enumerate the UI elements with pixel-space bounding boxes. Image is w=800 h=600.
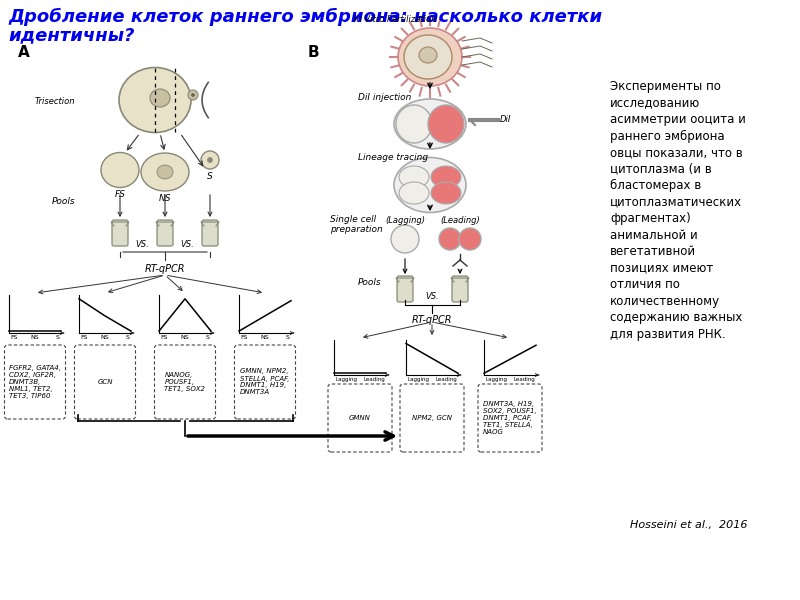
Text: Lineage tracing: Lineage tracing — [358, 153, 428, 162]
Text: RT-qPCR: RT-qPCR — [412, 315, 452, 325]
Text: S: S — [126, 335, 130, 340]
Text: Pools: Pools — [358, 278, 382, 287]
FancyBboxPatch shape — [202, 220, 218, 246]
Text: (Leading): (Leading) — [440, 216, 480, 225]
Text: DNMT3A, H19,
SOX2, POUSF1,
DNMT1, PCAF,
TET1, STELLA,
NAOG: DNMT3A, H19, SOX2, POUSF1, DNMT1, PCAF, … — [483, 401, 537, 435]
Text: Single cell
preparation: Single cell preparation — [330, 215, 382, 235]
Text: S: S — [56, 335, 60, 340]
Text: NS: NS — [261, 335, 270, 340]
Text: NS: NS — [30, 335, 39, 340]
Text: Hosseini et al.,  2016: Hosseini et al., 2016 — [630, 520, 747, 530]
FancyBboxPatch shape — [234, 345, 295, 419]
FancyBboxPatch shape — [452, 276, 468, 302]
FancyBboxPatch shape — [74, 345, 135, 419]
FancyBboxPatch shape — [157, 220, 173, 246]
Text: Leading: Leading — [514, 377, 535, 382]
Ellipse shape — [201, 151, 219, 169]
Ellipse shape — [207, 157, 213, 163]
Ellipse shape — [428, 105, 464, 143]
Text: FS: FS — [160, 335, 167, 340]
Ellipse shape — [391, 225, 419, 253]
Text: GMNN: GMNN — [349, 415, 371, 421]
Text: S: S — [286, 335, 290, 340]
FancyBboxPatch shape — [397, 276, 413, 302]
Text: Pools: Pools — [51, 196, 75, 205]
Text: (Lagging): (Lagging) — [385, 216, 425, 225]
Ellipse shape — [399, 182, 429, 204]
Ellipse shape — [394, 99, 466, 149]
Text: GCN: GCN — [98, 379, 113, 385]
Ellipse shape — [399, 166, 429, 188]
Text: Дробление клеток раннего эмбриона: насколько клетки: Дробление клеток раннего эмбриона: наско… — [8, 8, 602, 26]
Text: B: B — [308, 45, 320, 60]
Ellipse shape — [150, 89, 170, 107]
Ellipse shape — [394, 157, 466, 212]
Text: DiI injection: DiI injection — [358, 93, 411, 102]
Text: Эксперименты по
исследованию
асимметрии ооцита и
раннего эмбриона
овцы показали,: Эксперименты по исследованию асимметрии … — [610, 80, 746, 341]
Ellipse shape — [141, 153, 189, 191]
FancyBboxPatch shape — [154, 345, 215, 419]
Text: NS: NS — [181, 335, 190, 340]
FancyBboxPatch shape — [328, 384, 392, 452]
Text: NS: NS — [158, 194, 171, 203]
Text: Lagging: Lagging — [485, 377, 507, 382]
Text: NPM2, GCN: NPM2, GCN — [412, 415, 452, 421]
Text: VS.: VS. — [181, 240, 194, 249]
Ellipse shape — [419, 47, 437, 63]
Text: S: S — [207, 172, 213, 181]
Text: идентичны?: идентичны? — [8, 26, 134, 44]
Text: Leading: Leading — [435, 377, 457, 382]
Text: Lagging: Lagging — [407, 377, 429, 382]
Text: DiI: DiI — [500, 115, 511, 124]
Ellipse shape — [157, 165, 173, 179]
FancyBboxPatch shape — [400, 384, 464, 452]
Ellipse shape — [431, 166, 461, 188]
Text: VS.: VS. — [425, 292, 439, 301]
Text: Lagging: Lagging — [335, 377, 357, 382]
Text: NANOG,
POUSF1,
TET1, SOX2: NANOG, POUSF1, TET1, SOX2 — [165, 372, 206, 392]
Ellipse shape — [101, 152, 139, 187]
Ellipse shape — [459, 228, 481, 250]
Ellipse shape — [191, 94, 194, 97]
Ellipse shape — [439, 228, 461, 250]
Text: FS: FS — [80, 335, 87, 340]
Text: RT-qPCR: RT-qPCR — [145, 264, 186, 274]
Ellipse shape — [398, 28, 462, 86]
Ellipse shape — [396, 105, 432, 143]
FancyBboxPatch shape — [112, 220, 128, 246]
Text: FGFR2, GATA4,
CDX2, IGF2R,
DNMT3B,
NML1, TET2,
TET3, TIP60: FGFR2, GATA4, CDX2, IGF2R, DNMT3B, NML1,… — [9, 365, 61, 399]
Text: FS: FS — [114, 190, 126, 199]
Text: A: A — [18, 45, 30, 60]
FancyBboxPatch shape — [5, 345, 66, 419]
Text: NS: NS — [101, 335, 110, 340]
Ellipse shape — [119, 67, 191, 133]
Text: Leading: Leading — [363, 377, 385, 382]
Ellipse shape — [404, 35, 452, 79]
Text: S: S — [206, 335, 210, 340]
Text: In Vitro Fertilization: In Vitro Fertilization — [354, 15, 436, 24]
Text: VS.: VS. — [136, 240, 150, 249]
Text: FS: FS — [240, 335, 247, 340]
FancyBboxPatch shape — [478, 384, 542, 452]
Ellipse shape — [431, 182, 461, 204]
Text: Trisection: Trisection — [34, 97, 75, 107]
Text: FS: FS — [10, 335, 18, 340]
Text: GMNN, NPM2,
STELLA, PCAF,
DNMT1, H19,
DNMT3A: GMNN, NPM2, STELLA, PCAF, DNMT1, H19, DN… — [240, 368, 290, 395]
Ellipse shape — [188, 90, 198, 100]
